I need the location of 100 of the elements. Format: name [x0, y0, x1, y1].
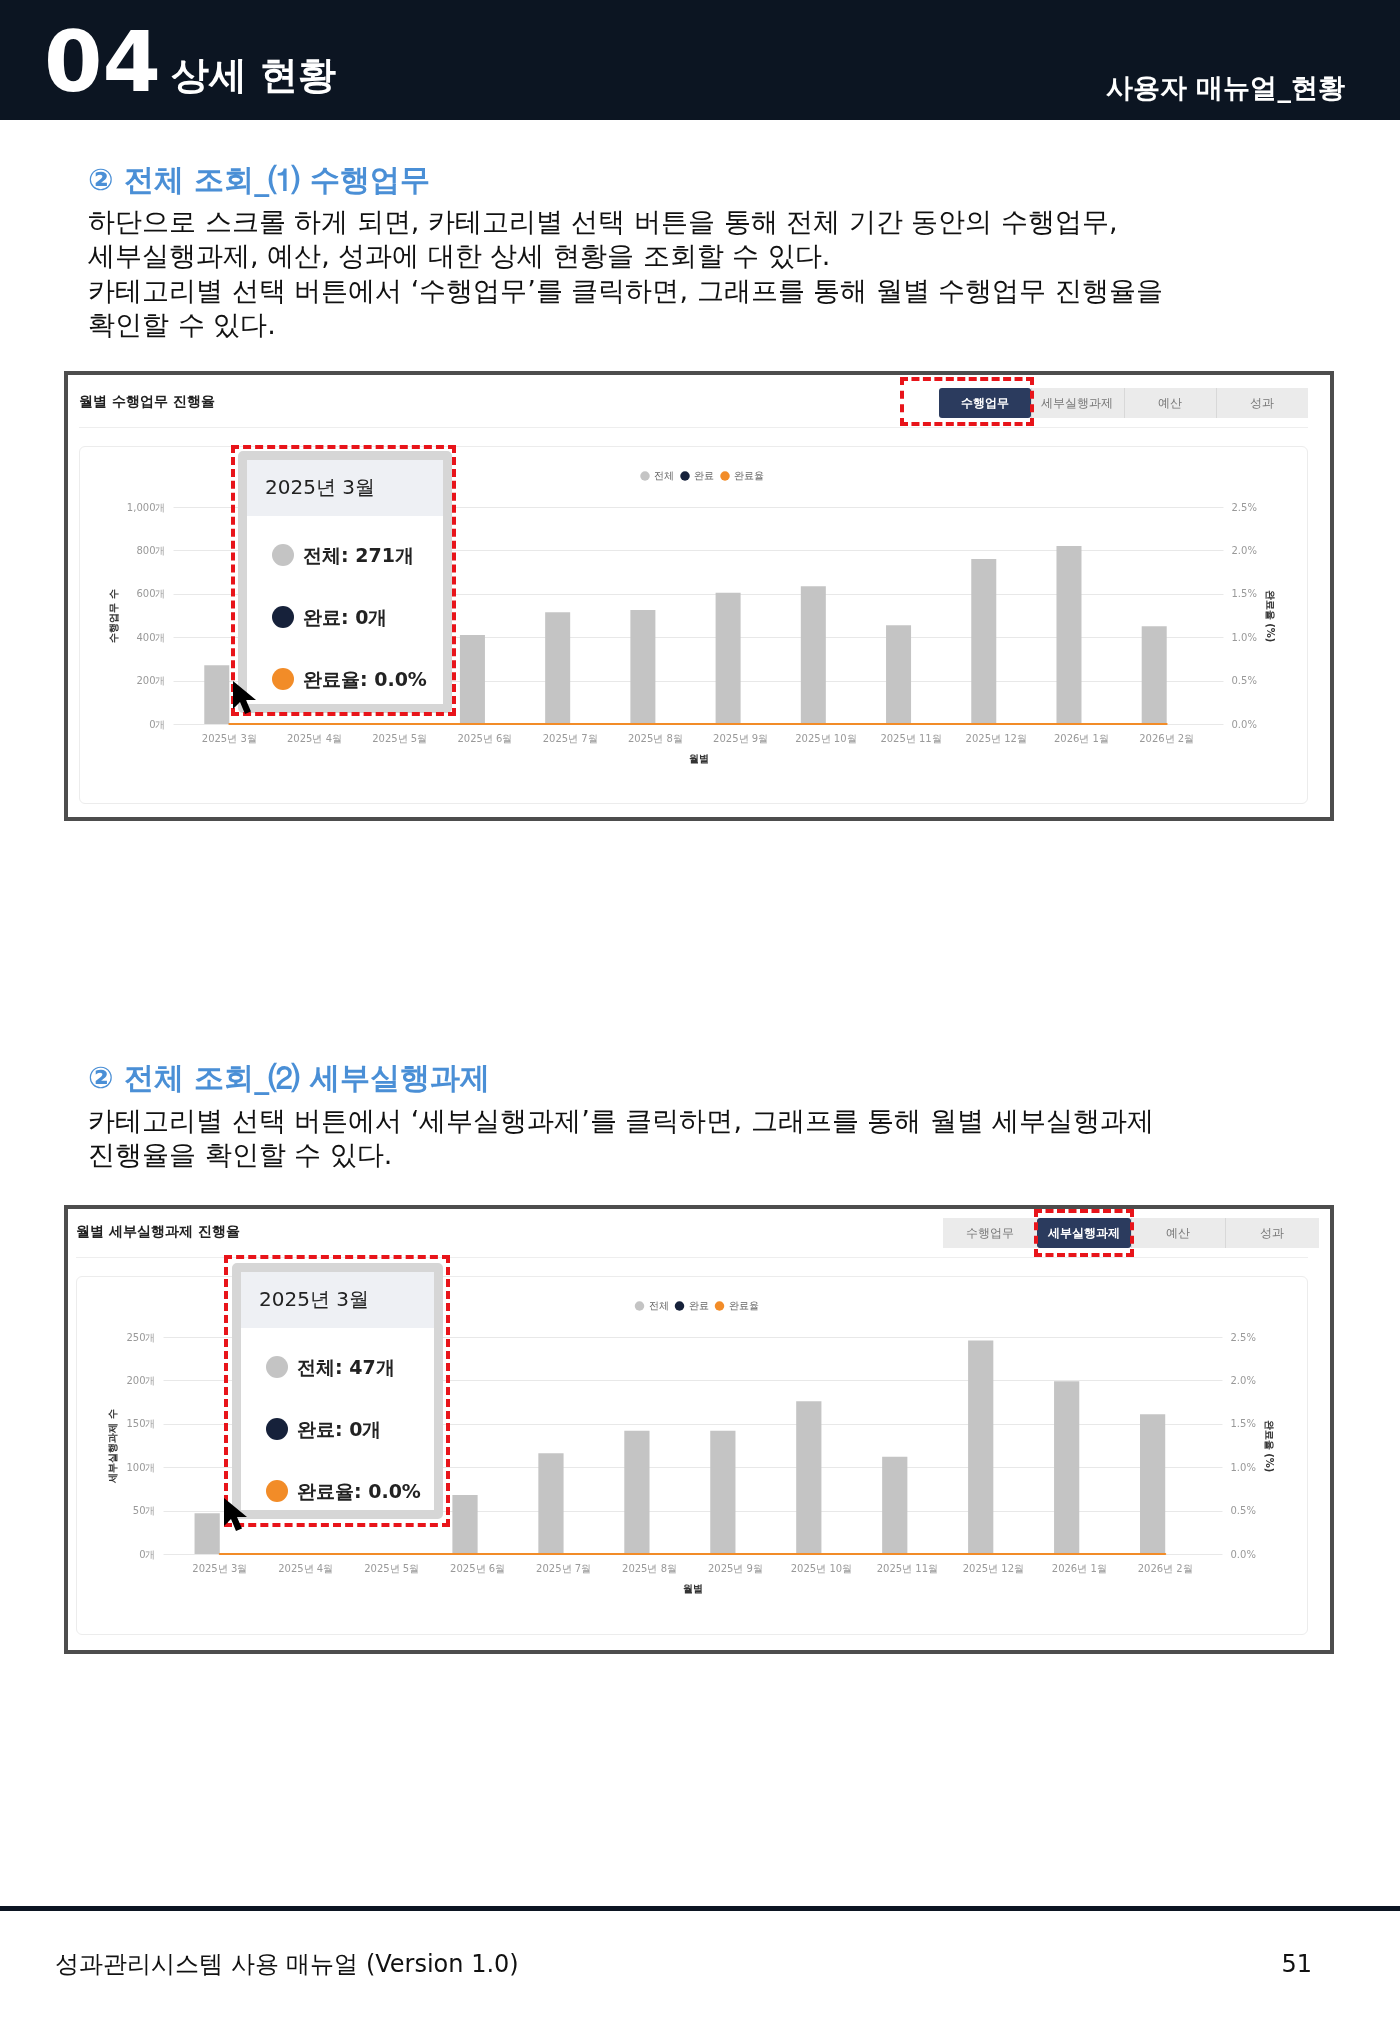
- x-tick-label: 2025년 6월: [450, 1562, 506, 1574]
- x-tick-label: 2025년 4월: [287, 732, 343, 744]
- annotation: 완료: 0개: [297, 1417, 382, 1442]
- bar: [796, 1401, 822, 1554]
- legend-label: 완료율: [728, 1300, 759, 1311]
- x-tick-label: 2025년 9월: [713, 732, 769, 744]
- y-tick-label: 100개: [126, 1461, 156, 1473]
- y-tick-label: 800개: [136, 544, 166, 556]
- y-tick-label: 0개: [149, 718, 166, 730]
- y2-tick-label: 0.0%: [1231, 718, 1257, 730]
- x-tick-label: 2025년 5월: [364, 1562, 420, 1574]
- y2-axis-title: 완료율 (%): [1264, 589, 1276, 643]
- x-tick-label: 2025년 12월: [962, 1562, 1025, 1574]
- text: 04: [44, 13, 161, 111]
- x-axis-title: 월별: [683, 1582, 703, 1594]
- text: 진행율을 확인할 수 있다.: [88, 1138, 393, 1173]
- y-tick-label: 200개: [136, 675, 166, 687]
- y-tick-label: 0개: [139, 1548, 156, 1560]
- text: 세부실행과제, 예산, 성과에 대한 상세 현황을 조회할 수 있다.: [88, 239, 831, 274]
- x-tick-label: 2025년 8월: [627, 732, 683, 744]
- bar: [452, 1494, 478, 1554]
- y2-tick-label: 2.5%: [1230, 1331, 1256, 1343]
- bar: [800, 586, 826, 724]
- y-axis-title: 수행업무 수: [107, 589, 119, 643]
- y2-tick-label: 1.0%: [1230, 1461, 1256, 1473]
- text: 성과관리시스템 사용 매뉴얼 (Version 1.0): [55, 1949, 519, 1980]
- legend-label: 완료율: [734, 470, 764, 481]
- bar: [1140, 1414, 1166, 1554]
- y2-tick-label: 2.0%: [1230, 1374, 1256, 1386]
- y2-tick-label: 2.0%: [1231, 544, 1257, 556]
- y-tick-label: 200개: [126, 1374, 156, 1386]
- y2-tick-label: 0.5%: [1231, 675, 1257, 687]
- y-tick-label: 1,000개: [126, 501, 166, 513]
- bar: [971, 559, 997, 724]
- text: 51: [1281, 1949, 1312, 1980]
- y2-axis-title: 완료율 (%): [1263, 1419, 1275, 1473]
- bar: [194, 1513, 220, 1554]
- text: 확인할 수 있다.: [88, 307, 276, 342]
- y-axis-title: 세부실행과제 수: [107, 1409, 119, 1484]
- annotation: 완료율: 0.0%: [303, 667, 427, 692]
- y-tick-label: 50개: [132, 1505, 156, 1517]
- bar: [624, 1430, 650, 1554]
- text: 카테고리별 선택 버튼에서 ‘수행업무’를 클릭하면, 그래프를 통해 월별 수행업무 진행율을: [88, 273, 1163, 308]
- chart-title: 월별 세부실행과제 진행율: [76, 1223, 240, 1241]
- x-tick-label: 2025년 7월: [542, 732, 598, 744]
- x-tick-label: 2025년 3월: [201, 732, 257, 744]
- legend-label: 전체: [648, 1300, 669, 1311]
- annotation: 완료: 0개: [303, 605, 388, 630]
- y-tick-label: 600개: [136, 588, 166, 600]
- annotation: 전체: 47개: [297, 1355, 395, 1380]
- text: 하단으로 스크롤 하게 되면, 카테고리별 선택 버튼을 통해 전체 기간 동안의 수행업무,: [88, 205, 1118, 239]
- bar: [545, 612, 571, 724]
- y2-tick-label: 1.0%: [1231, 631, 1257, 643]
- legend-label: 완료: [694, 470, 714, 481]
- text: 사용자 매뉴얼_현황: [1106, 71, 1345, 105]
- bar: [968, 1340, 994, 1554]
- bar: [886, 625, 912, 724]
- tooltip-panel: 2025년 3월 전체: 47개 완료: 0개 완료율: 0.0%: [232, 1263, 443, 1519]
- x-tick-label: 2026년 1월: [1051, 1562, 1107, 1574]
- annotation: 완료율: 0.0%: [297, 1479, 421, 1504]
- legend-label: 완료: [688, 1300, 709, 1311]
- x-tick-label: 2025년 8월: [622, 1562, 678, 1574]
- bar: [204, 665, 230, 724]
- bar: [459, 635, 485, 724]
- x-tick-label: 2026년 1월: [1053, 732, 1109, 744]
- y2-tick-label: 0.0%: [1230, 1548, 1256, 1560]
- y2-tick-label: 1.5%: [1231, 588, 1257, 600]
- x-tick-label: 2026년 2월: [1137, 1562, 1193, 1574]
- annotation: 전체: 271개: [303, 543, 414, 568]
- text: ② 전체 조회_⑵ 세부실행과제: [88, 1059, 490, 1097]
- chart-title: 월별 수행업무 진행율: [79, 393, 215, 411]
- x-tick-label: 2025년 9월: [707, 1562, 763, 1574]
- x-tick-label: 2025년 5월: [372, 732, 428, 744]
- x-tick-label: 2025년 10월: [790, 1562, 853, 1574]
- bar: [538, 1453, 564, 1554]
- bar: [1054, 1381, 1080, 1554]
- y2-tick-label: 0.5%: [1230, 1505, 1256, 1517]
- x-tick-label: 2025년 11월: [880, 732, 942, 744]
- x-tick-label: 2025년 7월: [536, 1562, 592, 1574]
- y-tick-label: 150개: [126, 1418, 156, 1430]
- bar: [630, 610, 656, 724]
- x-tick-label: 2025년 12월: [965, 732, 1027, 744]
- x-tick-label: 2025년 4월: [278, 1562, 334, 1574]
- y2-tick-label: 2.5%: [1231, 501, 1257, 513]
- y-tick-label: 400개: [136, 631, 166, 643]
- text: 상세 현황: [171, 52, 337, 99]
- y2-tick-label: 1.5%: [1230, 1418, 1256, 1430]
- bar: [710, 1430, 736, 1554]
- x-tick-label: 2025년 10월: [795, 732, 857, 744]
- bar: [1056, 546, 1082, 724]
- text: 카테고리별 선택 버튼에서 ‘세부실행과제’를 클릭하면, 그래프를 통해 월별 세부실행과제: [88, 1104, 1155, 1138]
- x-tick-label: 2025년 11월: [876, 1562, 939, 1574]
- bar: [882, 1456, 908, 1554]
- x-tick-label: 2025년 3월: [192, 1562, 248, 1574]
- text: ② 전체 조회_⑴ 수행업무: [88, 161, 430, 199]
- x-tick-label: 2025년 6월: [457, 732, 513, 744]
- bar: [1141, 626, 1167, 724]
- x-tick-label: 2026년 2월: [1139, 732, 1195, 744]
- bar: [715, 592, 741, 724]
- x-axis-title: 월별: [688, 752, 709, 764]
